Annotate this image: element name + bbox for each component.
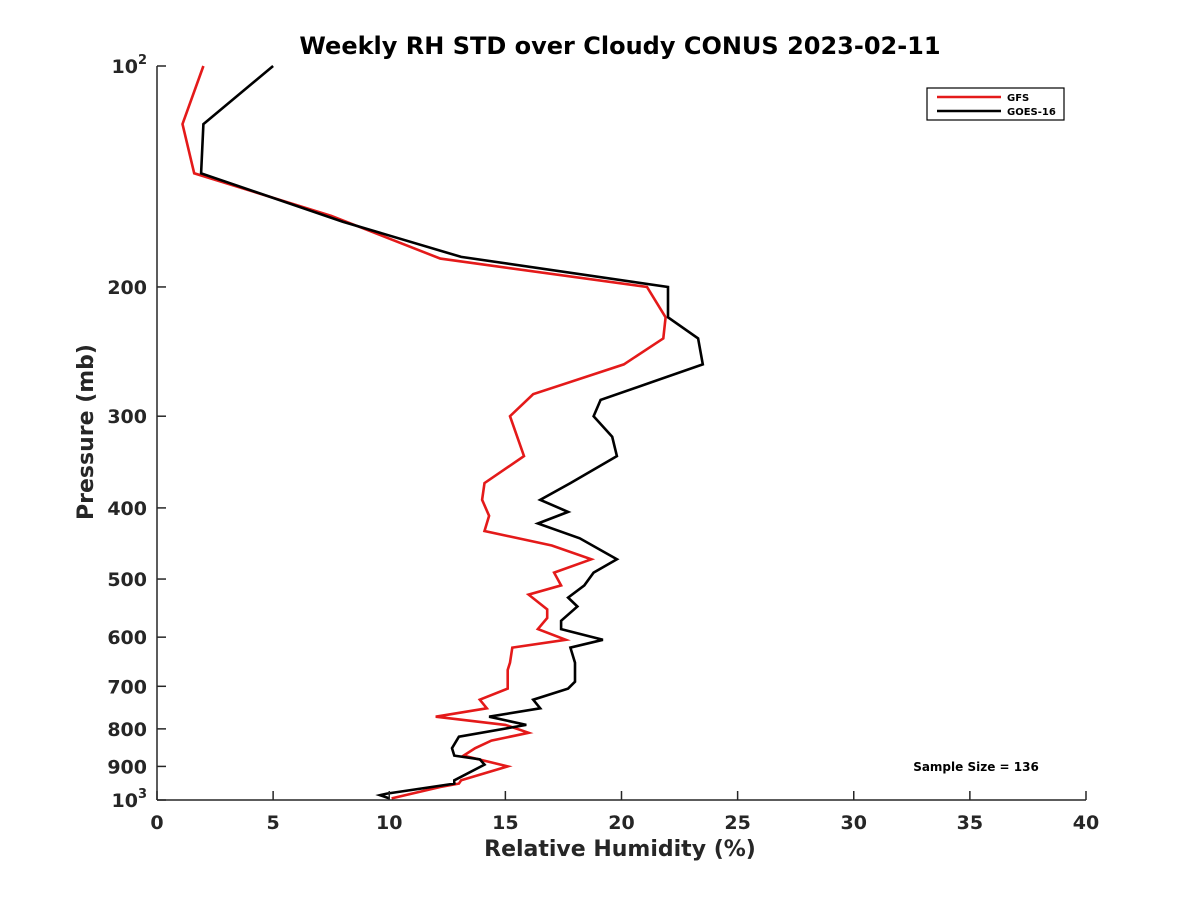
y-tick-label: 200 (107, 277, 147, 299)
sample-size-annotation: Sample Size = 136 (913, 760, 1039, 774)
y-tick-label: 600 (107, 627, 147, 649)
y-axis-label: Pressure (mb) (74, 344, 99, 520)
y-tick-label: 700 (107, 676, 147, 698)
y-tick-label: 800 (107, 719, 147, 741)
x-tick-label: 10 (376, 812, 402, 834)
y-tick-label: 300 (107, 406, 147, 428)
series-line-goes-16 (199, 65, 705, 800)
y-tick-label: 102 (112, 53, 148, 78)
legend-box (926, 87, 1065, 121)
y-tick-label: 103 (112, 787, 148, 812)
legend: GFS GOES-16 (926, 87, 1065, 121)
legend-label: GFS (1007, 93, 1029, 104)
series-line-gfs (181, 65, 667, 800)
x-tick-label: 5 (267, 812, 280, 834)
chart-title: Weekly RH STD over Cloudy CONUS 2023-02-… (299, 32, 940, 60)
plot-area (181, 65, 705, 800)
x-axis-label: Relative Humidity (%) (484, 837, 756, 862)
y-axis: 102 200 300 400 500 600 700 800 900 103 (107, 53, 166, 812)
x-tick-label: 40 (1073, 812, 1099, 834)
x-tick-label: 35 (957, 812, 983, 834)
x-tick-label: 20 (608, 812, 634, 834)
x-tick-label: 25 (724, 812, 750, 834)
x-tick-label: 15 (492, 812, 518, 834)
y-tick-label: 500 (107, 569, 147, 591)
legend-label: GOES-16 (1007, 107, 1056, 118)
y-tick-label: 900 (107, 756, 147, 778)
y-tick-label: 400 (107, 498, 147, 520)
x-tick-label: 30 (841, 812, 867, 834)
x-tick-label: 0 (150, 812, 163, 834)
x-axis: 0 5 10 15 20 25 30 35 40 (150, 791, 1099, 834)
